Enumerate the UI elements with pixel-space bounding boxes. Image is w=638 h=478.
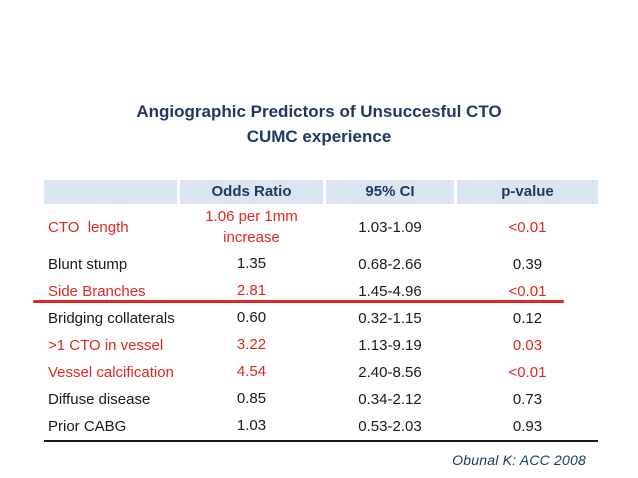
header-cell-odds-ratio: Odds Ratio (180, 180, 323, 204)
ci-value: 0.68-2.66 (358, 256, 422, 273)
predictor-label: CTO length (48, 219, 129, 236)
p-value: 0.93 (512, 418, 543, 435)
slide-title-line1: Angiographic Predictors of Unsuccesful C… (136, 102, 502, 121)
p-value: <0.01 (508, 219, 547, 236)
predictor-label: Diffuse disease (48, 391, 151, 408)
predictor-label: Blunt stump (48, 256, 128, 273)
table-body: CTO length 1.06 per 1mm increase 1.03-1.… (44, 204, 598, 440)
p-value: 0.03 (512, 337, 543, 354)
p-value: 0.12 (512, 310, 543, 327)
table-row: Side Branches 2.81 1.45-4.96 <0.01 (44, 278, 598, 305)
odds-ratio-value: 1.06 per 1mm increase (205, 208, 298, 246)
odds-ratio-value: 1.03 (236, 417, 267, 435)
table-row: Prior CABG 1.03 0.53-2.03 0.93 (44, 413, 598, 440)
header-cell-empty (44, 180, 177, 204)
predictors-table: Odds Ratio 95% CI p-value CTO length 1.0… (44, 180, 598, 442)
red-underline-annotation (33, 300, 564, 303)
ci-value: 1.13-9.19 (358, 337, 422, 354)
table-row: Blunt stump 1.35 0.68-2.66 0.39 (44, 251, 598, 278)
odds-ratio-value: 0.60 (236, 309, 267, 327)
predictor-label: Vessel calcification (48, 364, 174, 381)
table-row: Bridging collaterals 0.60 0.32-1.15 0.12 (44, 305, 598, 332)
p-value: 0.39 (512, 256, 543, 273)
odds-ratio-value: 2.81 (236, 282, 267, 300)
citation: Obunal K: ACC 2008 (452, 452, 586, 468)
odds-ratio-value: 0.85 (236, 390, 267, 408)
odds-ratio-value: 3.22 (236, 336, 267, 354)
predictor-label: >1 CTO in vessel (48, 337, 164, 354)
ci-value: 0.34-2.12 (358, 391, 422, 408)
p-value: 0.73 (512, 391, 543, 408)
table-row: Vessel calcification 4.54 2.40-8.56 <0.0… (44, 359, 598, 386)
table-header-row: Odds Ratio 95% CI p-value (44, 180, 598, 204)
ci-value: 0.32-1.15 (358, 310, 422, 327)
table-row: CTO length 1.06 per 1mm increase 1.03-1.… (44, 204, 598, 251)
odds-ratio-value: 4.54 (236, 363, 267, 381)
table-row: >1 CTO in vessel 3.22 1.13-9.19 0.03 (44, 332, 598, 359)
predictor-label: Bridging collaterals (48, 310, 175, 327)
header-cell-ci: 95% CI (326, 180, 454, 204)
predictor-label: Prior CABG (48, 418, 127, 435)
slide-title-line2: CUMC experience (246, 126, 392, 146)
p-value: <0.01 (508, 283, 547, 300)
ci-value: 1.03-1.09 (358, 219, 422, 236)
ci-value: 1.45-4.96 (358, 283, 422, 300)
ci-value: 0.53-2.03 (358, 418, 422, 435)
table-row: Diffuse disease 0.85 0.34-2.12 0.73 (44, 386, 598, 413)
header-cell-p-value: p-value (457, 180, 598, 204)
predictor-label: Side Branches (48, 283, 146, 300)
odds-ratio-value: 1.35 (236, 255, 267, 273)
ci-value: 2.40-8.56 (358, 364, 422, 381)
slide-title: Angiographic Predictors of Unsuccesful C… (0, 100, 638, 149)
p-value: <0.01 (508, 364, 547, 381)
